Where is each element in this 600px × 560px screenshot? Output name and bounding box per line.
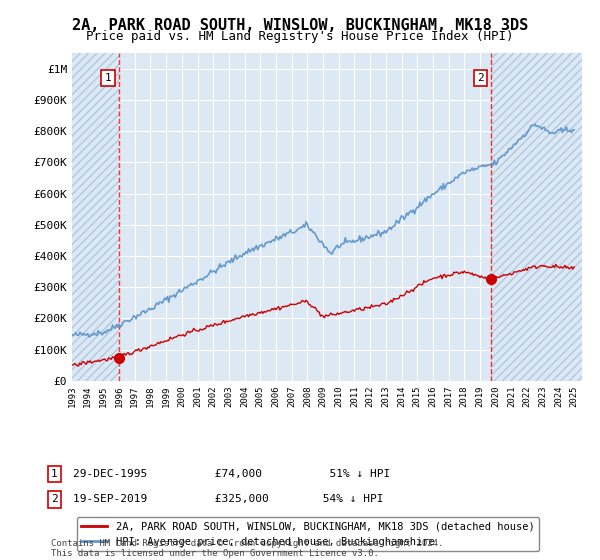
- Text: 19-SEP-2019          £325,000        54% ↓ HPI: 19-SEP-2019 £325,000 54% ↓ HPI: [73, 494, 384, 505]
- Text: 2: 2: [51, 494, 58, 505]
- Legend: 2A, PARK ROAD SOUTH, WINSLOW, BUCKINGHAM, MK18 3DS (detached house), HPI: Averag: 2A, PARK ROAD SOUTH, WINSLOW, BUCKINGHAM…: [77, 517, 539, 551]
- Text: 2A, PARK ROAD SOUTH, WINSLOW, BUCKINGHAM, MK18 3DS: 2A, PARK ROAD SOUTH, WINSLOW, BUCKINGHAM…: [72, 18, 528, 33]
- Text: Price paid vs. HM Land Registry's House Price Index (HPI): Price paid vs. HM Land Registry's House …: [86, 30, 514, 43]
- Text: 29-DEC-1995          £74,000          51% ↓ HPI: 29-DEC-1995 £74,000 51% ↓ HPI: [73, 469, 391, 479]
- Text: Contains HM Land Registry data © Crown copyright and database right 2024.
This d: Contains HM Land Registry data © Crown c…: [51, 539, 443, 558]
- Text: 1: 1: [105, 73, 112, 83]
- Text: 2: 2: [477, 73, 484, 83]
- Text: 1: 1: [51, 469, 58, 479]
